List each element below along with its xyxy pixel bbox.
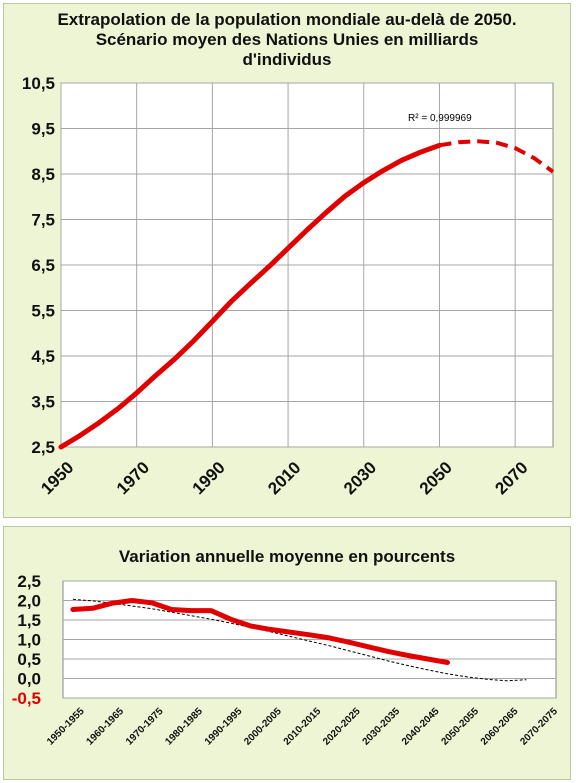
y-tick-label: 3,5: [31, 393, 55, 412]
extrapolation-line: [439, 139, 555, 174]
x-tick-label: 2000-2005: [242, 706, 284, 748]
chart-title-line-1: Extrapolation de la population mondiale …: [57, 10, 517, 29]
y-tick-label: 1,5: [17, 611, 41, 630]
y-tick-label: 2,5: [17, 572, 41, 591]
y-tick-label: 7,5: [31, 211, 55, 230]
y-tick-label: 4,5: [31, 347, 55, 366]
x-tick-label: 1970-1975: [124, 706, 166, 748]
chart-title-line-3: d'individus: [242, 50, 332, 69]
x-tick-label: 1980-1985: [163, 706, 205, 748]
x-tick-label: 2010-2015: [282, 706, 324, 748]
variation-line: [70, 598, 450, 665]
y-tick-label: -0,5: [12, 689, 41, 708]
x-tick-label: 1950-1955: [45, 706, 87, 748]
x-tick-label: 2030-2035: [361, 706, 403, 748]
y-tick-label: 2,0: [17, 592, 41, 611]
x-tick-label: 2020-2025: [321, 706, 363, 748]
y-tick-label: 10,5: [22, 74, 55, 93]
chart-title-line-2: Scénario moyen des Nations Unies en mill…: [95, 30, 479, 49]
variation-chart-title: Variation annuelle moyenne en pourcents: [118, 547, 456, 566]
x-tick-label: 2070-2075: [518, 706, 560, 748]
y-tick-label: 8,5: [31, 165, 55, 184]
x-tick-label: 2060-2065: [479, 706, 521, 748]
x-tick-label: 1990-1995: [203, 706, 245, 748]
y-tick-label: 0,0: [17, 670, 41, 689]
y-tick-label: 5,5: [31, 302, 55, 321]
population-line: [58, 142, 442, 450]
x-tick-label: 2050-2055: [439, 706, 481, 748]
r-squared-annotation: R² = 0,999969: [408, 113, 472, 124]
y-tick-label: 6,5: [31, 256, 55, 275]
x-tick-label: 2040-2045: [400, 706, 442, 748]
y-tick-label: 1,0: [17, 631, 41, 650]
chart-title: Extrapolation de la population mondiale …: [4, 10, 570, 70]
trend-line: [72, 598, 527, 682]
y-tick-label: 2,5: [31, 438, 55, 457]
x-tick-label: 1960-1965: [84, 706, 126, 748]
y-tick-label: 0,5: [17, 650, 41, 669]
y-tick-label: 9,5: [31, 120, 55, 139]
